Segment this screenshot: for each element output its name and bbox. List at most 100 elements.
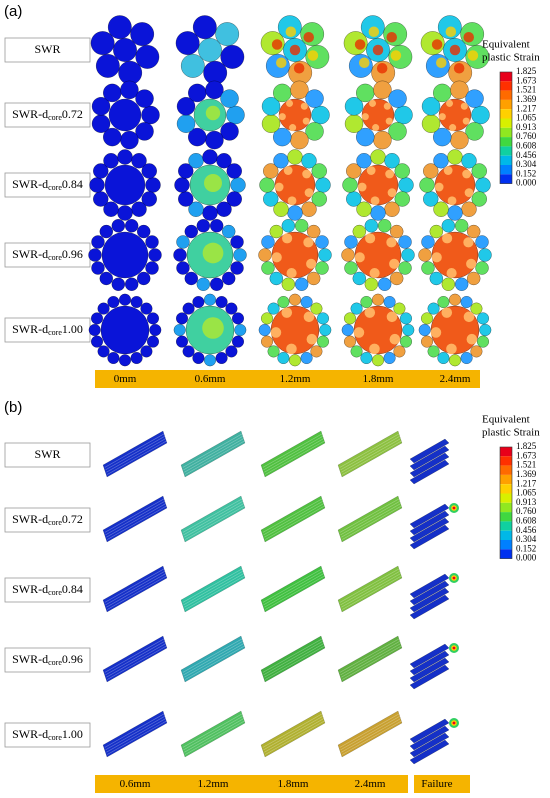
wire [287, 149, 303, 165]
label-prefix: SWR-d [12, 177, 48, 191]
wire [352, 224, 367, 239]
strand-strip [337, 495, 403, 543]
wire [475, 177, 491, 193]
strand-strip [260, 710, 326, 758]
strand-streak [182, 713, 243, 748]
legend-band [500, 540, 512, 550]
legend-title: Equivalent [482, 39, 530, 51]
wire [221, 271, 236, 286]
legend-band [500, 137, 512, 147]
wire [176, 114, 196, 133]
strain-spot [445, 26, 457, 38]
strain-spot [463, 32, 474, 43]
wire [305, 89, 324, 108]
wire [131, 153, 147, 169]
strain-spot [387, 188, 397, 198]
strain-spot [372, 44, 384, 56]
column-label: 0.6mm [120, 778, 151, 790]
label-box [4, 172, 91, 198]
strand-strip [102, 635, 168, 683]
wire [342, 177, 358, 193]
label-box [4, 242, 91, 268]
wire [260, 335, 274, 348]
strain-spot [303, 311, 315, 323]
wire [184, 271, 199, 286]
column-bar [95, 370, 480, 388]
legend-band [500, 512, 512, 522]
legend-tick: 1.369 [516, 94, 537, 104]
strain-spot [289, 44, 301, 56]
wire [461, 153, 477, 169]
strand-strip [180, 710, 246, 758]
wire [371, 293, 385, 306]
legend-band [500, 155, 512, 165]
strand-streak [183, 715, 244, 751]
wire [178, 191, 194, 207]
wire [470, 302, 483, 315]
wire [141, 105, 160, 125]
wire [344, 114, 364, 133]
wire [421, 235, 435, 249]
wire [394, 163, 410, 179]
legend-band [500, 530, 512, 540]
wire [225, 345, 238, 358]
wire [356, 153, 372, 169]
wire [91, 97, 111, 116]
wire [310, 302, 323, 315]
strain-spot [389, 333, 401, 345]
strand-streak [340, 640, 401, 676]
wire [399, 335, 413, 348]
wire [258, 248, 272, 262]
wire [203, 354, 217, 367]
wire [261, 235, 275, 249]
strain-spot [446, 343, 457, 355]
label-suffix: 0.96 [62, 247, 83, 261]
strand-streak [106, 502, 167, 538]
strain-spot [306, 333, 318, 345]
strand-strip [260, 635, 326, 683]
wire [175, 312, 189, 325]
wire [173, 248, 187, 262]
label-sub: core [48, 328, 62, 337]
wire [370, 149, 386, 165]
label-sub: core [48, 113, 62, 122]
column-label: 2.4mm [355, 778, 386, 790]
wire [479, 323, 492, 337]
wire [176, 97, 196, 116]
strain-spot [453, 62, 465, 74]
strain-spot [202, 317, 224, 339]
wire [318, 248, 332, 262]
strand-strip [180, 495, 246, 543]
legend-frame [499, 446, 513, 559]
wire [370, 205, 386, 221]
wire [174, 177, 190, 193]
strand-strip [180, 565, 246, 613]
wire [111, 277, 126, 291]
strain-spot [446, 268, 457, 279]
strain-spot [449, 44, 461, 56]
wire [180, 53, 205, 78]
strain-spot [285, 26, 297, 38]
wire [230, 177, 246, 193]
strand-streak [104, 498, 165, 533]
wire [429, 271, 444, 286]
wire [221, 224, 236, 239]
strand-streak [262, 498, 323, 533]
wire [421, 97, 441, 116]
strain-spot [282, 233, 293, 244]
strand-streak [183, 640, 244, 676]
legend-tick: 1.825 [516, 66, 537, 76]
wire [95, 53, 120, 78]
wire [263, 163, 279, 179]
strain-spot [271, 39, 283, 50]
label-suffix: 0.84 [62, 177, 83, 191]
strand-streak [184, 502, 245, 538]
wire [148, 248, 162, 262]
strand-streak [104, 568, 165, 603]
wire [399, 312, 413, 325]
wire [373, 130, 392, 150]
legend-band [500, 549, 512, 559]
strand-streak [340, 570, 401, 606]
wire [394, 105, 413, 125]
